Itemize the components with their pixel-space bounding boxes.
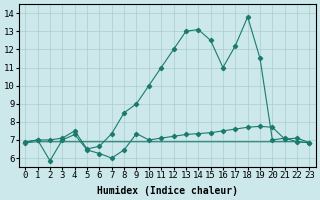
X-axis label: Humidex (Indice chaleur): Humidex (Indice chaleur) <box>97 186 238 196</box>
